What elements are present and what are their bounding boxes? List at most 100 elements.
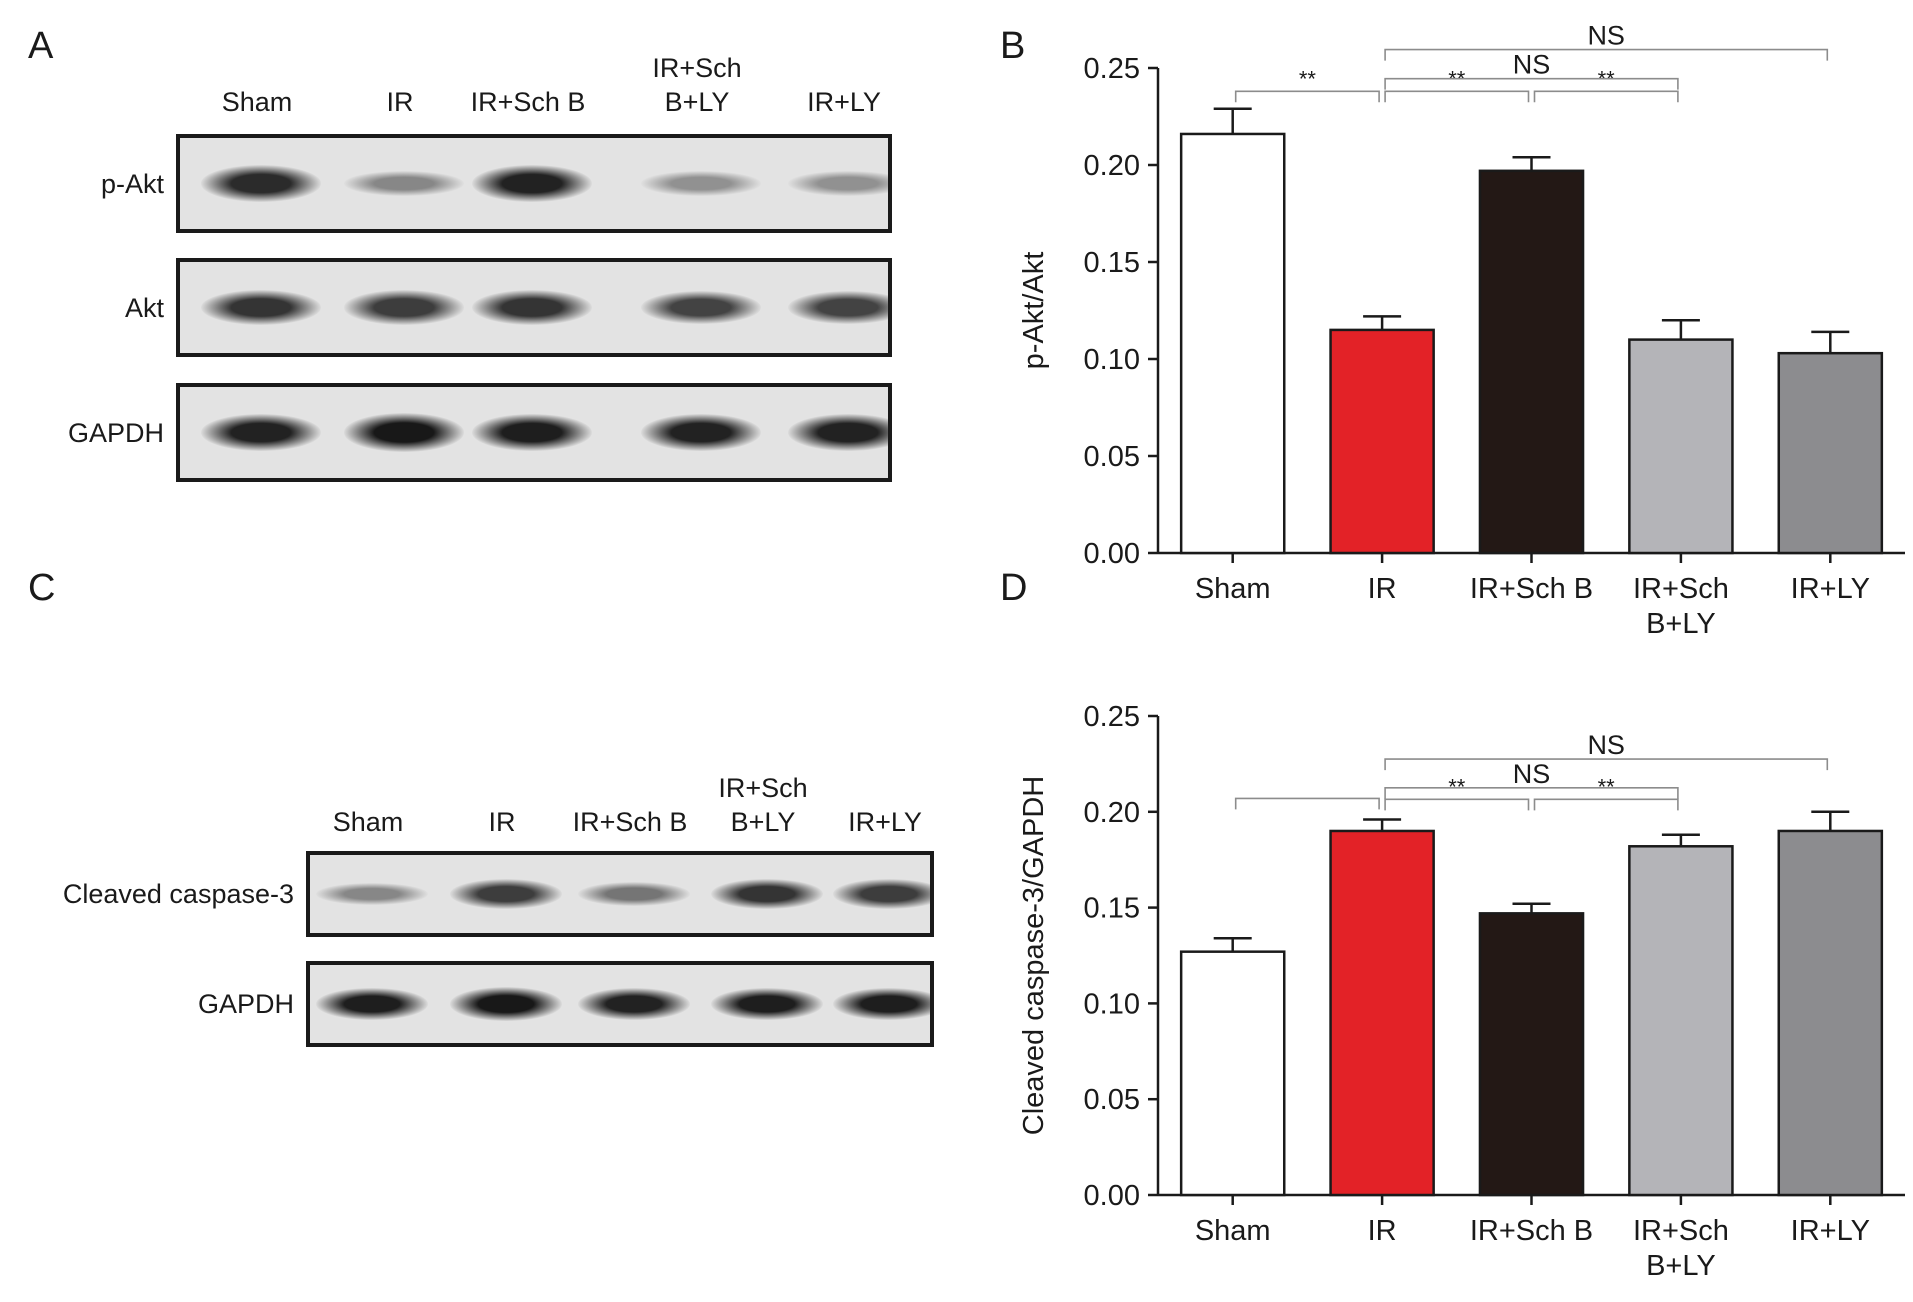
x-tick-label: IR — [1368, 573, 1397, 605]
y-tick-label: 0.10 — [1084, 344, 1140, 376]
significance-bracket — [1384, 48, 1829, 61]
y-axis-label: Cleaved caspase-3/GAPDH — [1018, 776, 1050, 1135]
bar — [1628, 338, 1734, 555]
panel-d-bar-chart: 0.00 0.05 0.10 0.15 0.20 0.25 Cleaved caspase-… — [1018, 701, 1905, 1282]
blot-membrane — [176, 383, 892, 482]
significance-label: ** — [1598, 774, 1616, 799]
bar — [1179, 132, 1286, 555]
blot-band — [201, 289, 321, 326]
blot-band — [578, 987, 690, 1021]
blot-band — [316, 882, 428, 906]
lane-label-4: B+LY — [664, 87, 730, 117]
bar — [1777, 351, 1884, 555]
blot-band — [344, 413, 464, 452]
bar — [1478, 912, 1585, 1197]
blot-band — [788, 413, 888, 452]
significance-bracket — [1384, 798, 1530, 811]
blot-band — [472, 289, 592, 326]
blot-band — [450, 987, 562, 1021]
y-tick-label: 0.05 — [1084, 441, 1140, 473]
blot-band — [641, 290, 761, 325]
lane-label-4-top: IR+Sch — [718, 773, 808, 803]
blot-band — [344, 290, 464, 325]
x-tick-label-line2: B+LY — [1646, 608, 1716, 640]
x-tick-label: IR+Sch — [1633, 573, 1729, 605]
blot-band — [450, 879, 562, 909]
blot-band — [833, 879, 930, 909]
blot-band — [788, 290, 888, 325]
blot-row-label: GAPDH — [67, 417, 164, 448]
blot-band — [344, 170, 464, 197]
bar — [1628, 845, 1734, 1197]
blot-row-label: Cleaved caspase-3 — [62, 879, 294, 909]
lane-label-3: IR+Sch B — [572, 807, 688, 837]
panel-c-letter: C — [28, 567, 56, 609]
x-tick-label: IR+Sch — [1633, 1215, 1729, 1247]
x-tick-label: IR+Sch B — [1470, 1215, 1593, 1247]
significance-label: NS — [1513, 50, 1551, 80]
blot-band — [641, 413, 761, 452]
y-tick-label: 0.15 — [1084, 247, 1140, 279]
blot-row-label: p-Akt — [100, 168, 164, 199]
lane-label-1: Sham — [221, 87, 293, 117]
blot-membrane — [306, 851, 934, 937]
significance-bracket — [1234, 90, 1380, 103]
bar — [1777, 829, 1884, 1197]
lane-label-5: IR+LY — [848, 807, 922, 837]
bar — [1329, 829, 1435, 1197]
significance-label: NS — [1587, 730, 1625, 760]
panel-a-letter: A — [28, 25, 54, 67]
lane-label-4: B+LY — [730, 807, 796, 837]
significance-bracket — [1533, 798, 1679, 811]
y-tick-label: 0.10 — [1084, 988, 1140, 1020]
significance-bracket — [1384, 758, 1829, 771]
x-tick-label: IR+LY — [1791, 1215, 1870, 1247]
y-tick-label: 0.15 — [1084, 893, 1140, 925]
blot-row-label: Akt — [124, 292, 164, 323]
panel-b-letter: B — [1000, 25, 1026, 67]
blot-band — [641, 171, 761, 196]
lane-label-3: IR+Sch B — [470, 87, 586, 117]
blot-band — [788, 171, 888, 196]
bar — [1179, 950, 1286, 1197]
significance-bracket — [1533, 90, 1679, 103]
y-tick-label: 0.05 — [1084, 1084, 1140, 1116]
y-tick-label: 0.25 — [1084, 53, 1140, 85]
blot-band — [578, 882, 690, 906]
blot-membrane — [176, 258, 892, 357]
x-tick-label-line2: B+LY — [1646, 1250, 1716, 1282]
blot-band — [472, 164, 592, 203]
lane-label-2: IR — [386, 87, 414, 117]
significance-label: NS — [1513, 759, 1551, 789]
y-tick-label: 0.20 — [1084, 150, 1140, 182]
significance-label: ** — [1448, 774, 1466, 799]
panel-d-letter: D — [1000, 567, 1028, 609]
panel-b-bar-chart: 0.00 0.05 0.10 0.15 0.20 0.25 p-Akt/Akt Sham IR I… — [1018, 21, 1905, 640]
blot-band — [201, 165, 321, 202]
x-tick-label: IR+LY — [1791, 573, 1870, 605]
blot-row-label: GAPDH — [197, 989, 294, 1019]
x-tick-label: IR+Sch B — [1470, 573, 1593, 605]
significance-label: NS — [1587, 21, 1625, 51]
blot-band — [201, 413, 321, 452]
x-tick-label: Sham — [1195, 1215, 1271, 1247]
lane-label-1: Sham — [332, 807, 404, 837]
y-tick-label: 0.20 — [1084, 797, 1140, 829]
y-tick-label: 0.00 — [1084, 538, 1140, 570]
significance-label: ** — [1299, 66, 1317, 91]
y-axis-label: p-Akt/Akt — [1018, 252, 1050, 370]
y-tick-label: 0.00 — [1084, 1180, 1140, 1212]
lane-label-4-top: IR+Sch — [652, 53, 742, 83]
blot-membrane — [176, 134, 892, 233]
blot-band — [711, 878, 823, 910]
significance-bracket — [1384, 787, 1679, 799]
significance-bracket — [1234, 797, 1380, 810]
significance-bracket — [1384, 77, 1679, 90]
blot-band — [833, 987, 930, 1021]
bar — [1478, 169, 1585, 555]
lane-label-5: IR+LY — [807, 87, 881, 117]
blot-band — [472, 413, 592, 452]
bar — [1329, 328, 1435, 555]
blot-membrane — [306, 961, 934, 1047]
x-tick-label: IR — [1368, 1215, 1397, 1247]
